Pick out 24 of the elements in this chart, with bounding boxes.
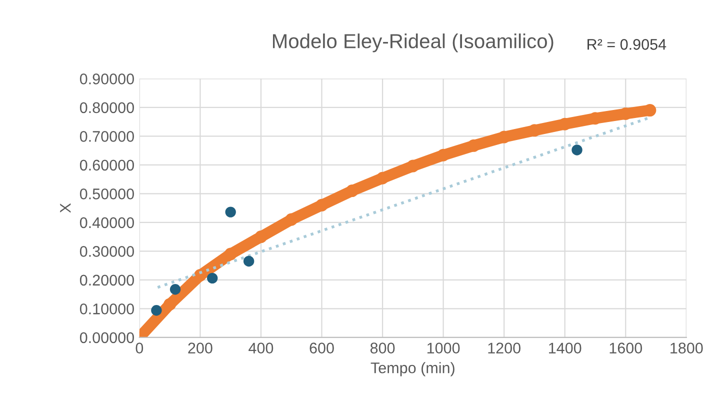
x-tick-label: 1000 xyxy=(427,342,460,354)
text: R² = 0.9054 xyxy=(588,39,666,50)
x-tick-label: 800 xyxy=(370,342,395,354)
x-axis-title: Tempo (min) xyxy=(370,362,454,376)
y-tick-label: 0.40000 xyxy=(80,217,134,228)
y-tick-label: 0.90000 xyxy=(80,74,134,84)
x-tick-label: 1800 xyxy=(670,342,703,354)
y-tick-label: 0.80000 xyxy=(80,102,134,114)
y-axis-title: X xyxy=(60,203,71,213)
y-tick-label: 0.60000 xyxy=(80,160,134,171)
y-tick-label: 0.00000 xyxy=(80,332,134,344)
x-tick-label: 200 xyxy=(188,342,212,354)
x-tick-label: 400 xyxy=(248,342,274,354)
x-tick-label: 0 xyxy=(136,342,144,354)
y-tick-label: 0.10000 xyxy=(80,304,134,314)
x-tick-label: 1200 xyxy=(488,342,520,354)
x-tick-label: 600 xyxy=(310,342,334,354)
chart-title: Modelo Eley-Rideal (Isoamilico) xyxy=(272,34,554,52)
y-tick-label: 0.20000 xyxy=(80,274,134,286)
x-tick-label: 1400 xyxy=(549,342,582,354)
y-tick-label: 0.30000 xyxy=(80,246,134,257)
y-tick-label: 0.70000 xyxy=(80,131,134,142)
x-tick-label: 1600 xyxy=(610,342,642,354)
y-tick-label: 0.50000 xyxy=(80,188,134,200)
